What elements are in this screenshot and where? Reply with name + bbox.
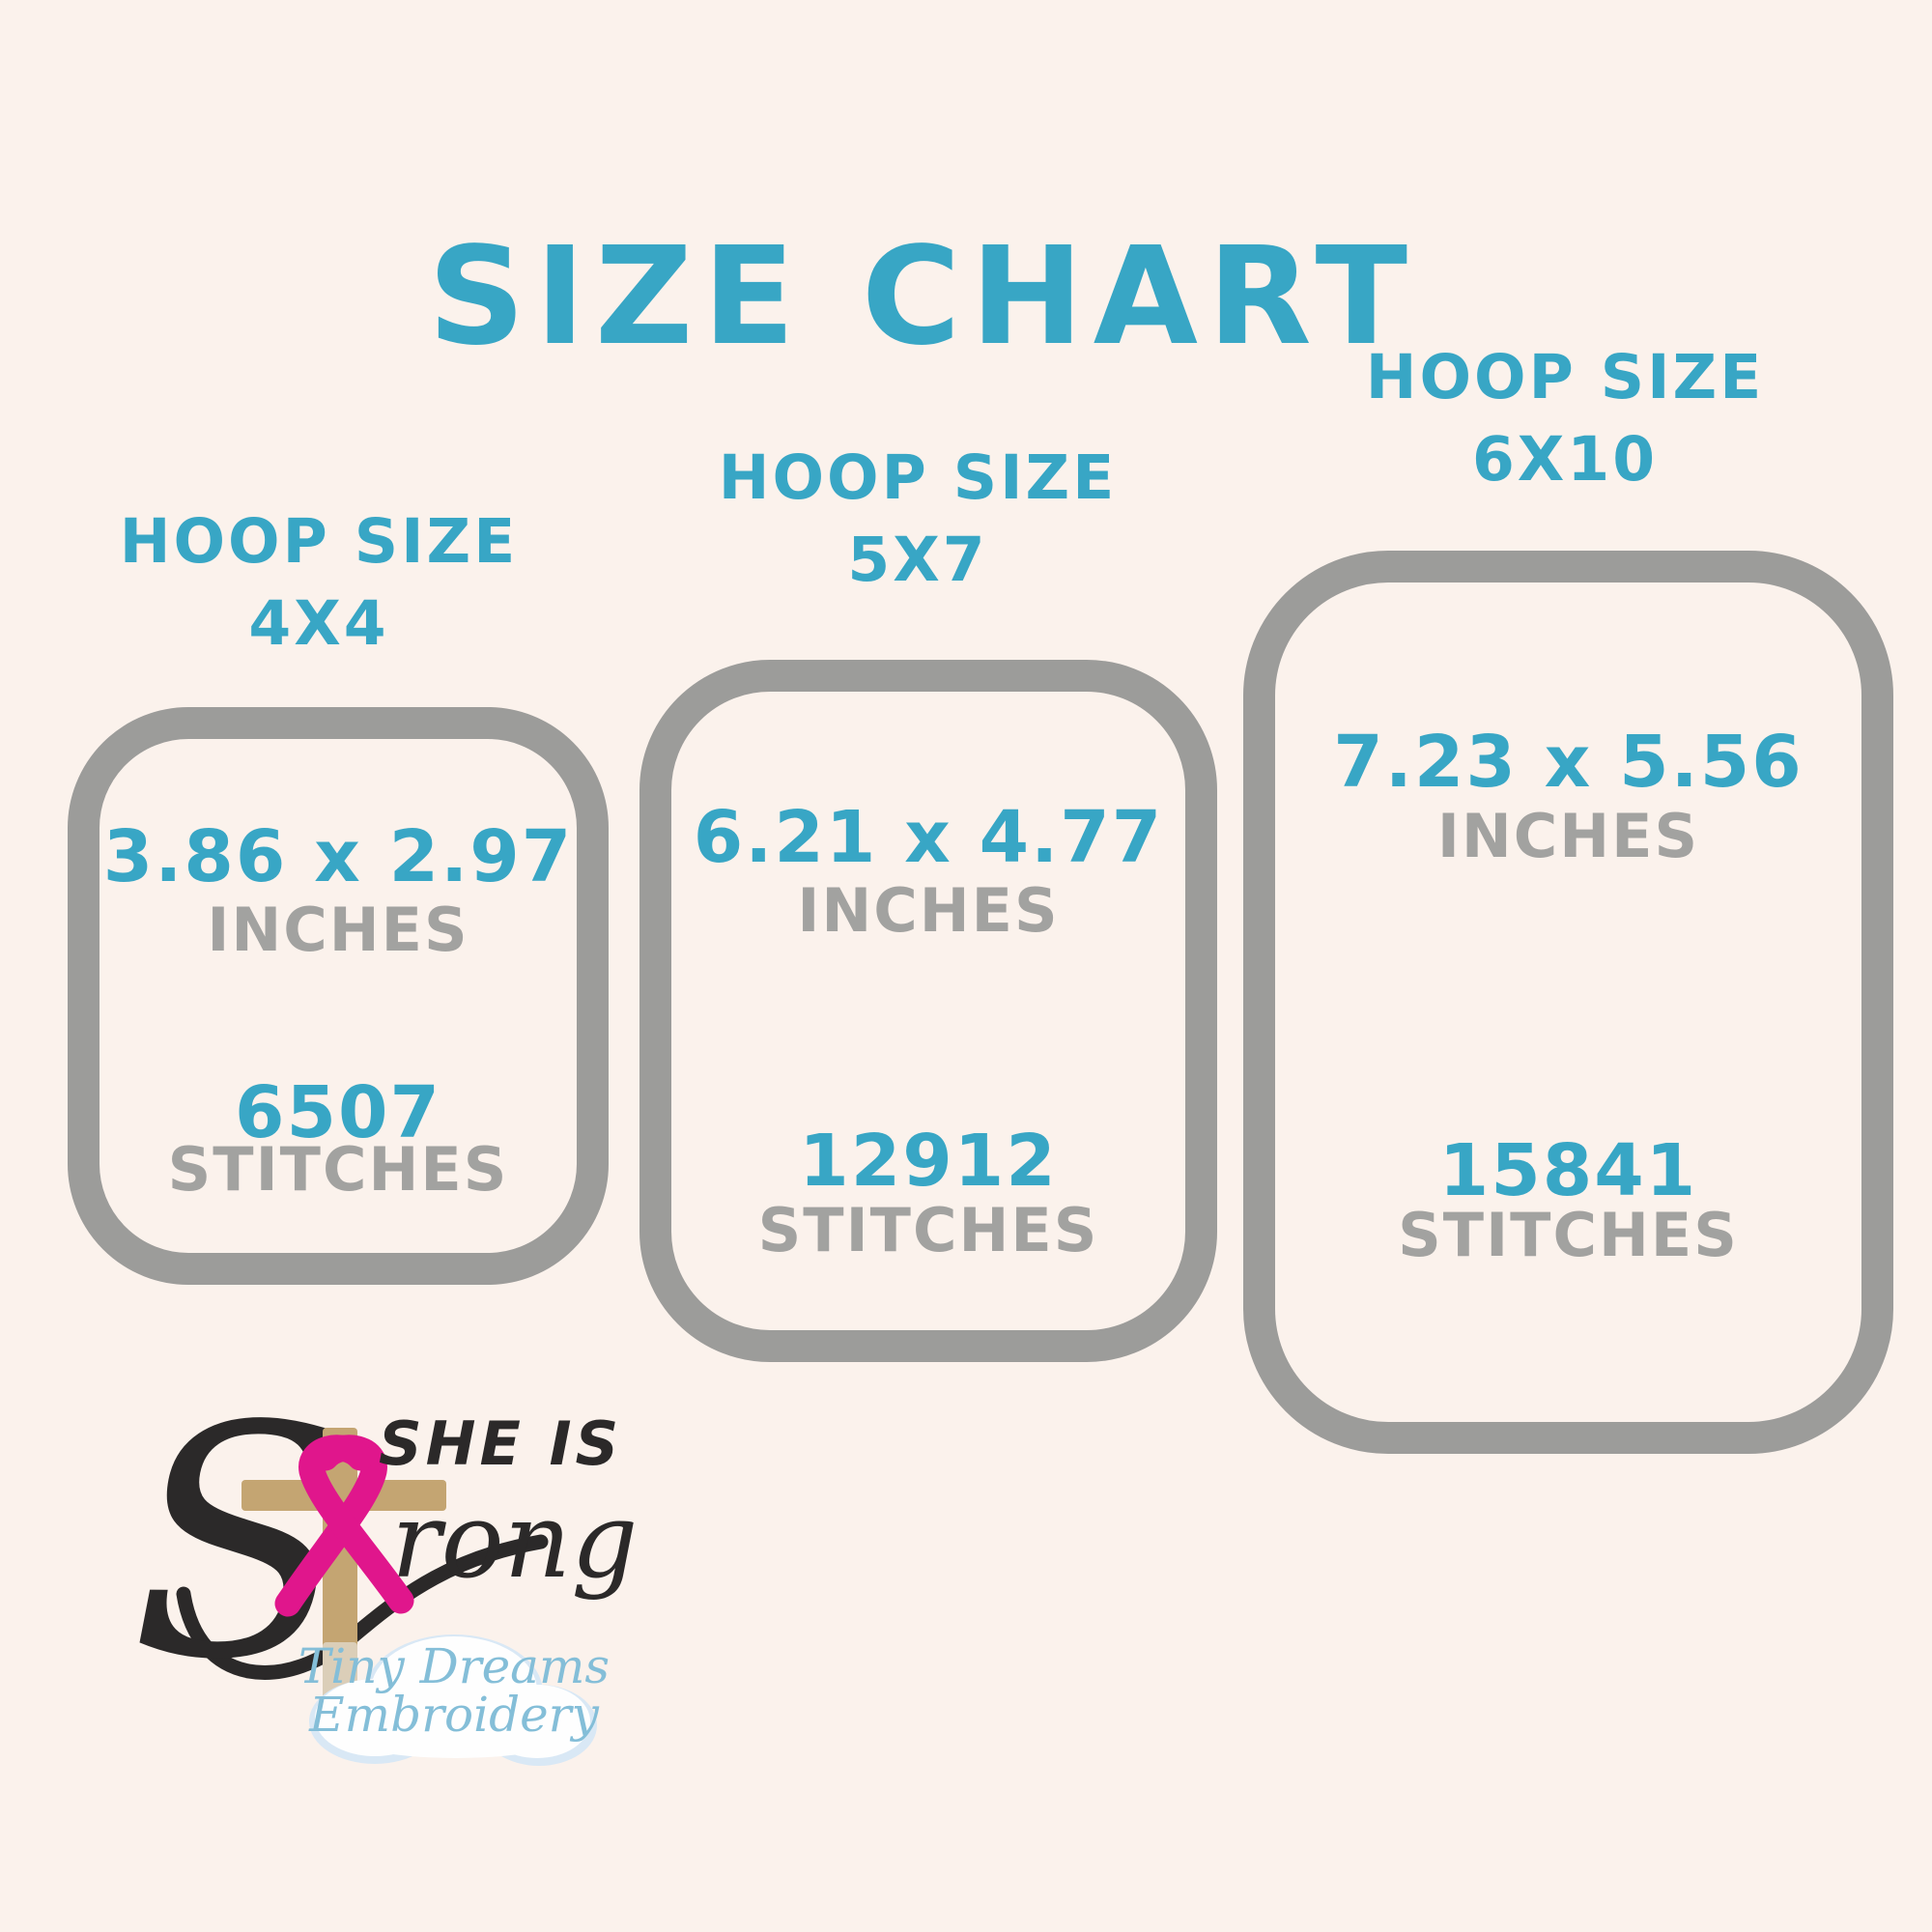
dimensions-unit-5x7: INCHES [797,875,1060,946]
hoop-label-4x4-line2: 4X4 [248,588,389,660]
hoop-outline-5x7 [639,660,1217,1362]
brand-name-line1: Tiny Dreams [298,1638,610,1694]
hoop-label-4x4-line1: HOOP SIZE [119,506,519,577]
hoop-label-5x7-line2: 5X7 [847,525,988,596]
logo-she-is-text: SHE IS [379,1408,622,1479]
page-title: SIZE CHART [427,218,1418,376]
stitch-unit-5x7: STITCHES [757,1195,1099,1265]
logo-rong-text: rong [391,1481,638,1602]
hoop-label-4x4: HOOP SIZE 4X4 [68,500,570,665]
hoop-outline-4x4 [68,707,609,1285]
stitch-count-6x10: 15841 [1438,1129,1698,1212]
ribbon-right-band [298,1435,414,1614]
stitch-unit-4x4: STITCHES [167,1134,509,1205]
dimensions-5x7: 6.21 x 4.77 [693,796,1164,879]
dimensions-unit-6x10: INCHES [1436,801,1700,871]
hoop-label-5x7: HOOP SIZE 5X7 [633,437,1203,601]
brand-logo: S SHE IS rong Tiny Dreams Embroidery [130,1381,638,1766]
hoop-outline-6x10 [1243,551,1893,1454]
hoop-label-6x10: HOOP SIZE 6X10 [1285,336,1845,500]
stitch-count-4x4: 6507 [235,1071,441,1154]
brand-name-line2: Embroidery [308,1687,599,1743]
dimensions-4x4: 3.86 x 2.97 [102,815,574,898]
hoop-label-6x10-line2: 6X10 [1471,424,1659,496]
cloud-shape [309,1634,597,1766]
hoop-label-6x10-line1: HOOP SIZE [1365,342,1765,412]
dimensions-unit-4x4: INCHES [207,895,469,965]
cross-horizontal-bar [242,1480,446,1511]
hoop-label-5x7-line1: HOOP SIZE [718,442,1118,513]
stitch-count-5x7: 12912 [799,1120,1058,1203]
awareness-ribbon-icon [274,1435,414,1617]
dimensions-6x10: 7.23 x 5.56 [1333,721,1804,804]
stitch-unit-6x10: STITCHES [1398,1200,1739,1270]
